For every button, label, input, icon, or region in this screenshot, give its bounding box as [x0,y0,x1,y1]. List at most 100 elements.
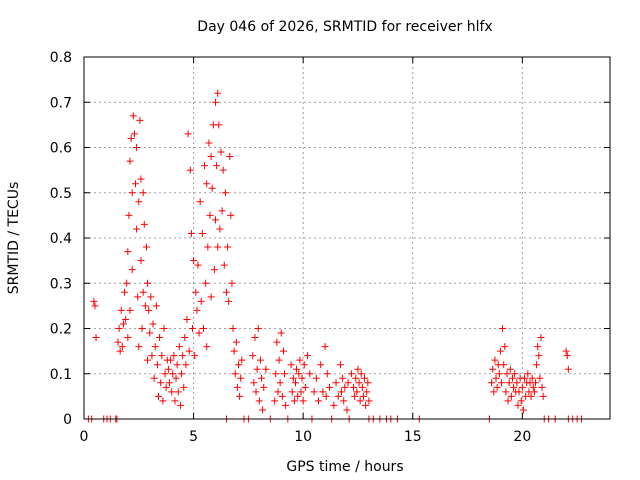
data-point [295,370,303,378]
data-point [176,401,184,409]
data-point [511,370,519,378]
data-point [297,388,305,396]
data-point [281,370,289,378]
data-point [129,112,137,120]
data-point [183,315,191,323]
data-point [365,397,373,405]
data-point [188,325,196,332]
data-point [238,356,246,364]
x-tick-label: 10 [294,429,312,445]
data-point [354,365,362,373]
data-point [90,297,98,305]
data-point [353,388,361,396]
y-tick-label: 0.6 [50,141,72,157]
data-point [142,243,150,251]
data-point [315,397,323,405]
data-point [180,383,188,391]
data-point [330,401,338,409]
data-point [212,216,219,224]
data-point [338,388,346,396]
data-point [490,388,498,396]
data-point [339,374,347,382]
data-point [146,329,154,337]
grid-lines [84,57,610,419]
data-point [250,379,258,387]
data-point [155,392,163,400]
data-point [181,334,189,342]
data-point [347,370,355,378]
data-point [535,352,543,360]
data-point [132,180,140,188]
data-point [207,153,215,161]
data-point [186,166,194,174]
data-point [226,153,234,161]
data-point [233,383,241,391]
data-point [126,157,134,165]
data-point [274,388,282,396]
data-point [127,134,135,142]
data-point [510,383,518,391]
data-point [252,388,260,396]
data-point [334,392,342,400]
data-point [184,130,192,138]
data-point [231,370,239,378]
x-axis-label: GPS time / hours [286,459,403,475]
data-point [215,121,223,129]
data-point [167,356,175,364]
data-point [262,365,270,373]
data-point [488,379,496,387]
data-point [130,130,138,138]
data-point [325,383,333,391]
data-point [228,279,236,287]
data-point [492,374,500,382]
data-point [212,98,219,106]
data-point [341,383,349,391]
data-point [162,383,170,391]
data-point [119,320,127,328]
data-point [115,325,123,332]
data-point [291,379,299,387]
data-point [272,370,280,378]
x-tick-label: 0 [80,429,89,445]
data-point [501,343,509,351]
data-point [533,361,541,369]
data-point [157,379,165,387]
data-point [218,207,226,215]
data-point [126,306,134,314]
data-point [237,374,245,382]
data-point [563,352,571,360]
data-point [517,397,525,405]
data-point [299,397,307,405]
data-point [201,162,209,170]
data-point [254,325,262,332]
data-point [224,243,232,251]
data-point [356,397,364,405]
data-point [144,356,152,364]
data-point [172,374,180,382]
chart-title: Day 046 of 2026, SRMTID for receiver hlf… [197,19,492,35]
data-point [357,370,365,378]
data-point [513,379,521,387]
data-point [219,166,227,174]
data-point [507,392,515,400]
data-point [282,401,290,409]
data-point [519,406,527,414]
data-point [199,325,207,332]
data-point [564,365,572,373]
data-point [227,211,235,219]
data-point [253,365,261,373]
data-point [202,279,210,287]
data-point [210,266,218,274]
data-point [161,370,169,378]
data-point [276,379,284,387]
data-point [213,162,221,170]
data-point [134,293,142,301]
data-point [344,379,352,387]
data-point [175,343,183,351]
data-point [124,248,132,256]
data-point [153,361,161,369]
data-point [159,397,167,405]
data-point [323,370,331,378]
data-point [527,392,535,400]
